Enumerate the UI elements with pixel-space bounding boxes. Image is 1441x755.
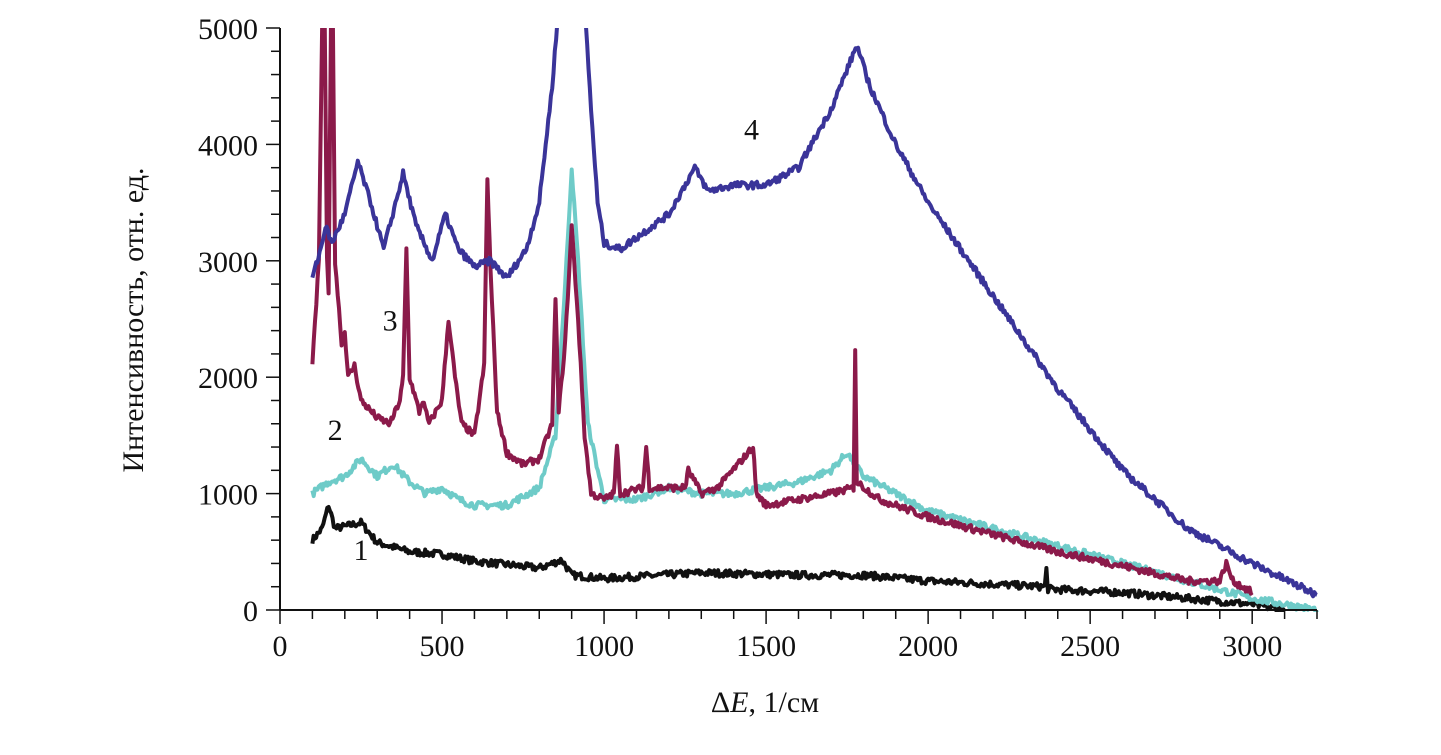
series-4-label: 4 [744,114,759,147]
x-tick-label: 0 [273,630,288,663]
series-4-line [310,28,1318,599]
series-2-label: 2 [328,414,343,447]
x-tick-label: 1000 [574,630,634,663]
x-axis-label-symbol: Δ [711,686,730,719]
x-tick-label: 1500 [736,630,796,663]
y-tick-label: 5000 [198,13,258,46]
x-tick-label: 3000 [1222,630,1282,663]
y-tick-label: 0 [243,595,258,628]
x-tick-label: 2500 [1060,630,1120,663]
series-layer [310,28,1319,612]
x-tick-label: 2000 [898,630,958,663]
series-2-line [310,167,1319,612]
series-3-label: 3 [383,305,398,338]
y-tick-label: 4000 [198,129,258,162]
x-tick-label: 500 [420,630,465,663]
y-tick-label: 2000 [198,362,258,395]
y-tick-label: 1000 [198,479,258,512]
series-labels: 1 2 3 4 [328,114,759,567]
x-axis-label-unit: , 1/см [748,686,819,719]
x-axis-label-var: E [729,686,748,719]
y-tick-label: 3000 [198,246,258,279]
axes: 0 1000 2000 3000 4000 5000 0 500 1000 1500 2000 250… [198,13,1318,663]
series-1-label: 1 [354,534,369,567]
series-1-line [310,505,1286,612]
x-axis-label: ΔE, 1/см [711,686,819,719]
series-3-line [310,28,1254,596]
y-axis-label: Интенсивность, отн. ед. [117,167,150,472]
